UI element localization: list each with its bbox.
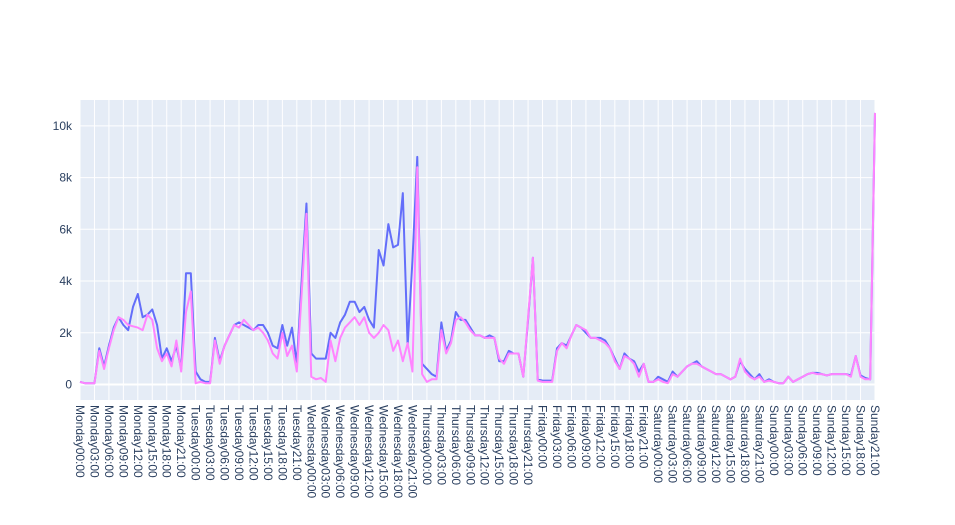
x-tick-label: Monday00:00 (73, 405, 87, 478)
x-tick-label: Thursday18:00 (507, 405, 521, 485)
y-tick-label: 6k (59, 222, 73, 236)
x-tick-label: Thursday03:00 (434, 405, 448, 485)
x-tick-label: Thursday12:00 (478, 405, 492, 485)
x-tick-label: Saturday12:00 (709, 405, 723, 483)
x-tick-label: Wednesday12:00 (362, 405, 376, 499)
x-tick-label: Thursday00:00 (420, 405, 434, 485)
x-tick-label: Monday18:00 (160, 405, 174, 478)
series-line-2 (79, 112, 876, 385)
x-tick-label: Sunday12:00 (825, 405, 839, 476)
x-axis-tick-labels: Monday00:00 Monday03:00 Monday06:00 Monday0… (73, 405, 882, 499)
x-tick-label: Monday03:00 (87, 405, 101, 478)
y-tick-label: 10k (53, 119, 73, 133)
x-tick-label: Tuesday03:00 (203, 405, 217, 481)
x-tick-label: Monday15:00 (145, 405, 159, 478)
x-tick-label: Wednesday00:00 (304, 405, 318, 499)
x-tick-label: Tuesday06:00 (218, 405, 232, 481)
x-tick-label: Monday09:00 (116, 405, 130, 478)
x-tick-label: Saturday09:00 (695, 405, 709, 483)
y-tick-label: 4k (59, 274, 73, 288)
x-tick-label: Monday12:00 (131, 405, 145, 478)
x-tick-label: Wednesday18:00 (391, 405, 405, 499)
plot-background (80, 100, 875, 400)
x-tick-label: Thursday15:00 (492, 405, 506, 485)
x-tick-label: Sunday18:00 (854, 405, 868, 476)
x-tick-label: Monday21:00 (174, 405, 188, 478)
y-tick-label: 8k (59, 171, 73, 185)
x-tick-label: Sunday09:00 (810, 405, 824, 476)
x-tick-label: Sunday06:00 (796, 405, 810, 476)
x-tick-label: Tuesday18:00 (275, 405, 289, 481)
x-tick-label: Tuesday21:00 (290, 405, 304, 481)
x-tick-label: Sunday03:00 (781, 405, 795, 476)
x-tick-label: Wednesday03:00 (319, 405, 333, 499)
x-tick-label: Wednesday09:00 (348, 405, 362, 499)
x-tick-label: Wednesday06:00 (333, 405, 347, 499)
x-tick-label: Sunday15:00 (839, 405, 853, 476)
x-tick-label: Saturday00:00 (651, 405, 665, 483)
x-tick-label: Wednesday21:00 (405, 405, 419, 499)
x-tick-label: Tuesday09:00 (232, 405, 246, 481)
x-tick-label: Tuesday12:00 (246, 405, 260, 481)
x-tick-label: Tuesday15:00 (261, 405, 275, 481)
x-tick-label: Friday18:00 (622, 405, 636, 469)
y-axis-tick-labels: 0 2k 4k 6k 8k 10k (53, 119, 73, 392)
x-tick-label: Friday15:00 (608, 405, 622, 469)
x-tick-label: Saturday06:00 (680, 405, 694, 483)
x-tick-label: Saturday15:00 (723, 405, 737, 483)
series-lines (79, 112, 876, 385)
x-tick-label: Tuesday00:00 (189, 405, 203, 481)
x-tick-label: Sunday21:00 (868, 405, 882, 476)
x-tick-label: Saturday21:00 (752, 405, 766, 483)
y-tick-label: 0 (65, 377, 72, 391)
x-tick-label: Saturday18:00 (738, 405, 752, 483)
x-tick-label: Friday06:00 (564, 405, 578, 469)
x-tick-label: Thursday21:00 (521, 405, 535, 485)
y-tick-label: 2k (59, 326, 73, 340)
x-tick-label: Thursday06:00 (449, 405, 463, 485)
x-tick-label: Thursday09:00 (463, 405, 477, 485)
x-tick-label: Friday12:00 (593, 405, 607, 469)
x-tick-label: Sunday00:00 (767, 405, 781, 476)
x-tick-label: Friday03:00 (550, 405, 564, 469)
x-tick-label: Friday00:00 (536, 405, 550, 469)
x-tick-label: Friday09:00 (579, 405, 593, 469)
x-tick-label: Wednesday15:00 (377, 405, 391, 499)
x-tick-label: Friday21:00 (637, 405, 651, 469)
x-tick-label: Monday06:00 (102, 405, 116, 478)
x-tick-label: Saturday03:00 (666, 405, 680, 483)
